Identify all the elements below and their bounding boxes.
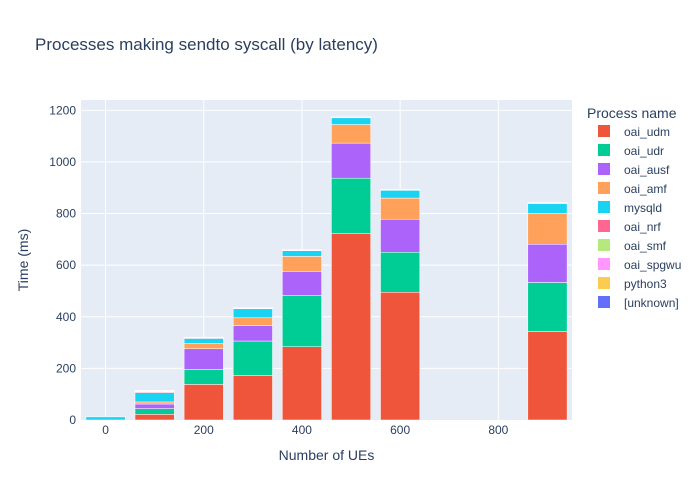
legend-item: oai_smf bbox=[624, 239, 667, 253]
bar-segment bbox=[282, 271, 322, 296]
x-axis-ticks: 0 200 400 600 800 bbox=[102, 423, 508, 437]
legend-item: oai_spgwu bbox=[624, 258, 681, 272]
bar-segment bbox=[380, 190, 421, 199]
bar-segment bbox=[527, 202, 568, 204]
x-tick-label: 800 bbox=[488, 423, 508, 437]
legend-item: oai_udm bbox=[624, 125, 670, 139]
legend-item: [unknown] bbox=[624, 296, 679, 310]
x-tick-label: 0 bbox=[102, 423, 109, 437]
bar-segment bbox=[527, 331, 568, 421]
bars bbox=[85, 116, 568, 421]
legend-swatch bbox=[598, 144, 610, 156]
bar-segment bbox=[282, 249, 322, 251]
bar-segment bbox=[134, 403, 175, 409]
bar-segment bbox=[331, 177, 371, 234]
bar-segment bbox=[85, 416, 126, 421]
bar-segment bbox=[282, 256, 322, 272]
bar-segment bbox=[331, 117, 371, 125]
bar-segment bbox=[331, 124, 371, 144]
y-tick-label: 1200 bbox=[49, 103, 76, 117]
bar-segment bbox=[232, 375, 273, 421]
x-axis-title: Number of UEs bbox=[279, 447, 375, 463]
bar-segment bbox=[134, 401, 175, 405]
bar-segment bbox=[134, 390, 175, 392]
bar-segment bbox=[232, 325, 273, 342]
legend-item: oai_ausf bbox=[624, 163, 670, 177]
legend-item: oai_nrf bbox=[624, 220, 661, 234]
bar-segment bbox=[527, 203, 568, 214]
legend-swatch bbox=[598, 201, 610, 213]
bar-segment bbox=[183, 336, 224, 338]
x-tick-label: 400 bbox=[292, 423, 312, 437]
bar-segment bbox=[282, 250, 322, 257]
x-tick-label: 200 bbox=[194, 423, 214, 437]
bar-segment bbox=[331, 142, 371, 179]
y-tick-label: 600 bbox=[56, 258, 76, 272]
bar-segment bbox=[527, 213, 568, 245]
legend-swatch bbox=[598, 220, 610, 232]
bar-segment bbox=[232, 308, 273, 319]
legend-swatch bbox=[598, 277, 610, 289]
bar-segment bbox=[380, 189, 421, 191]
y-tick-label: 800 bbox=[56, 207, 76, 221]
legend-swatch bbox=[598, 239, 610, 251]
bar-segment bbox=[183, 343, 224, 350]
bar-segment bbox=[331, 116, 371, 118]
legend-swatch bbox=[598, 258, 610, 270]
bar-segment bbox=[380, 218, 421, 253]
chart-title: Processes making sendto syscall (by late… bbox=[35, 35, 378, 54]
y-tick-label: 400 bbox=[56, 310, 76, 324]
y-axis-title: Time (ms) bbox=[15, 229, 31, 291]
legend-swatch bbox=[598, 296, 610, 308]
plot-area bbox=[81, 100, 572, 420]
bar-segment bbox=[232, 317, 273, 326]
legend-title: Process name bbox=[587, 105, 677, 121]
bar-segment bbox=[134, 392, 175, 403]
y-tick-label: 0 bbox=[69, 413, 76, 427]
bar-segment bbox=[134, 408, 175, 415]
y-axis-ticks: 0 200 400 600 800 1000 1200 bbox=[49, 103, 76, 427]
bar-segment bbox=[183, 369, 224, 385]
legend-swatch bbox=[598, 163, 610, 175]
bar-segment bbox=[282, 295, 322, 347]
legend-item: mysqld bbox=[624, 201, 662, 215]
y-tick-label: 1000 bbox=[49, 155, 76, 169]
bar-segment bbox=[527, 282, 568, 332]
bar-segment bbox=[232, 340, 273, 376]
bar-segment bbox=[134, 414, 175, 421]
legend-swatch bbox=[598, 125, 610, 137]
bar-segment bbox=[527, 244, 568, 283]
legend: Process name oai_udm oai_udr oai_ausf oai_a… bbox=[587, 105, 681, 310]
bar-segment bbox=[380, 292, 421, 421]
bar-segment bbox=[331, 233, 371, 421]
bar-segment bbox=[183, 338, 224, 344]
x-tick-label: 600 bbox=[390, 423, 410, 437]
bar-segment bbox=[232, 307, 273, 309]
legend-swatch bbox=[598, 182, 610, 194]
bar-segment bbox=[380, 197, 421, 220]
y-tick-label: 200 bbox=[56, 361, 76, 375]
legend-item: oai_amf bbox=[624, 182, 667, 196]
bar-segment bbox=[183, 348, 224, 370]
bar-segment bbox=[282, 346, 322, 421]
bar-segment bbox=[183, 384, 224, 421]
bar-segment bbox=[380, 252, 421, 293]
legend-item: python3 bbox=[624, 277, 667, 291]
legend-item: oai_udr bbox=[624, 144, 664, 158]
